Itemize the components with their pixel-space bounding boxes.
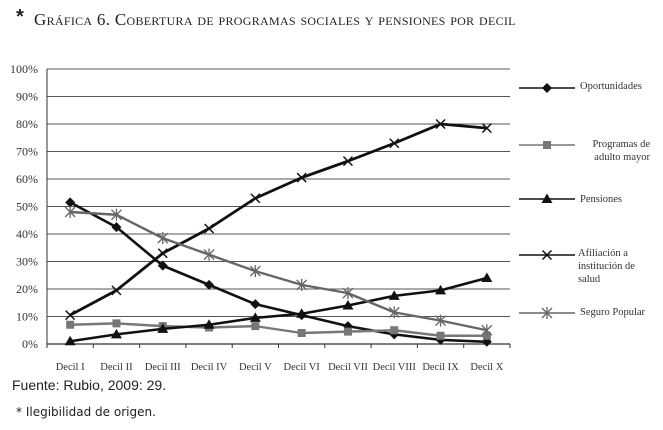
data-point <box>388 290 400 300</box>
data-point <box>481 324 493 337</box>
data-point <box>481 123 492 134</box>
data-point <box>342 156 353 167</box>
y-tick-label: 50% <box>16 200 38 214</box>
data-point <box>390 326 399 335</box>
y-tick-label: 20% <box>16 282 38 296</box>
legend-marker <box>543 141 551 149</box>
data-point <box>111 222 122 233</box>
data-point <box>342 300 354 310</box>
legend-label-adulto-mayor: Programas de adulto mayor <box>592 139 650 163</box>
data-point <box>388 306 400 319</box>
data-point <box>342 287 354 300</box>
data-point <box>203 248 215 261</box>
y-tick-label: 60% <box>16 172 38 186</box>
title-asterisk: * <box>16 6 24 28</box>
data-point <box>250 193 261 204</box>
y-tick-label: 70% <box>16 145 38 159</box>
data-point <box>251 322 260 331</box>
legend-label-pensiones: Pensiones <box>580 194 622 205</box>
data-point <box>436 331 445 340</box>
data-point <box>64 335 76 346</box>
data-point <box>435 314 447 327</box>
series-line-2 <box>70 322 487 337</box>
series-line-1 <box>69 201 487 344</box>
x-tick-label: Decil VI <box>284 362 321 373</box>
x-tick-label: Decil X <box>470 362 503 373</box>
data-point <box>111 285 122 296</box>
data-point <box>112 319 121 328</box>
legend-label-afiliacion: Afiliación a institución de salud <box>578 248 635 285</box>
data-point <box>435 118 446 130</box>
data-point <box>343 327 352 336</box>
legend-label-oportunidades: Oportunidades <box>580 81 642 92</box>
data-point <box>157 323 169 333</box>
data-point <box>204 279 215 290</box>
data-point <box>157 232 169 245</box>
data-point <box>110 328 122 339</box>
legend-label-seguro-popular: Seguro Popular <box>580 307 646 318</box>
data-point <box>65 310 76 321</box>
data-point <box>296 308 308 318</box>
legend-marker <box>541 307 553 319</box>
data-point <box>204 223 215 234</box>
x-tick-label: Decil V <box>239 362 272 373</box>
data-point <box>65 197 76 208</box>
y-tick-label: 80% <box>16 117 38 131</box>
x-tick-label: Decil VII <box>328 362 368 373</box>
data-point <box>481 272 493 282</box>
footnote: * Ilegibilidad de origen. <box>16 405 156 419</box>
legend-marker <box>542 83 552 93</box>
series-line-3 <box>69 276 488 343</box>
y-tick-label: 10% <box>16 310 38 324</box>
x-tick-label: Decil I <box>56 362 85 373</box>
x-tick-label: Decil VIII <box>373 362 417 373</box>
data-point <box>66 320 75 329</box>
data-point <box>296 172 307 183</box>
series-line-5 <box>70 210 488 332</box>
data-point <box>250 299 261 310</box>
x-tick-label: Decil IV <box>191 362 228 373</box>
y-tick-label: 90% <box>16 90 38 104</box>
data-point <box>389 138 400 149</box>
x-tick-label: Decil III <box>145 362 181 373</box>
y-tick-label: 100% <box>10 62 38 76</box>
chart-title: Gráfica 6. Cobertura de programas social… <box>34 10 516 29</box>
source-note: Fuente: Rubio, 2009: 29. <box>12 377 167 393</box>
y-tick-label: 30% <box>16 255 38 269</box>
data-point <box>157 260 168 271</box>
series-line-4 <box>69 122 487 317</box>
data-point <box>297 329 306 337</box>
data-point <box>203 319 215 329</box>
data-point <box>110 208 122 221</box>
data-point <box>296 278 308 291</box>
data-point <box>157 248 168 259</box>
data-point <box>435 284 447 295</box>
data-point <box>64 206 76 218</box>
data-point <box>249 265 261 278</box>
data-point <box>249 312 261 322</box>
legend-marker <box>541 193 553 203</box>
y-tick-label: 0% <box>22 337 38 351</box>
y-tick-label: 40% <box>16 227 38 241</box>
legend-marker <box>541 249 553 261</box>
x-tick-label: Decil II <box>100 362 133 373</box>
x-tick-label: Decil IX <box>422 362 459 373</box>
